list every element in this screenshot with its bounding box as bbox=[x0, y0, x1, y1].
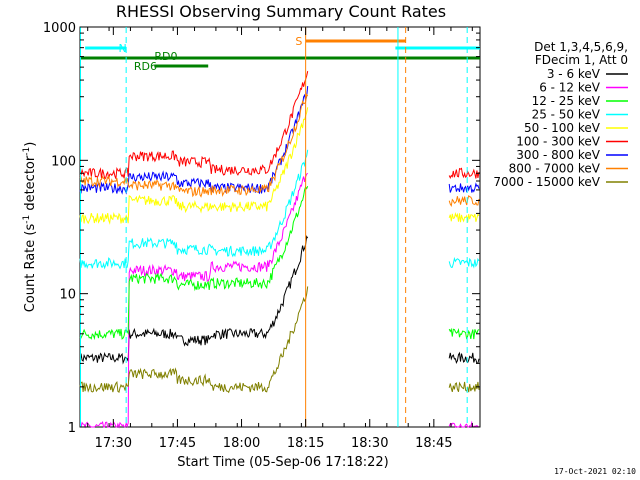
legend-label-0: 3 - 6 keV bbox=[547, 67, 601, 81]
legend-label-1: 6 - 12 keV bbox=[539, 81, 601, 95]
series-line-7 bbox=[79, 93, 309, 198]
legend-header-2: FDecim 1, Att 0 bbox=[535, 53, 628, 67]
timestamp: 17-Oct-2021 02:10 bbox=[554, 467, 636, 476]
chart-title: RHESSI Observing Summary Count Rates bbox=[116, 2, 446, 21]
series-line-6-late bbox=[448, 182, 480, 193]
y-tick-label-1: 10 bbox=[59, 288, 76, 303]
x-axis-label: Start Time (05-Sep-06 17:18:22) bbox=[177, 455, 388, 470]
legend-label-6: 300 - 800 keV bbox=[516, 148, 600, 162]
x-tick-label-4: 18:30 bbox=[351, 436, 388, 451]
series-line-0-late bbox=[448, 351, 480, 364]
x-tick-label-0: 17:30 bbox=[95, 436, 132, 451]
series-line-3-late bbox=[448, 256, 480, 269]
series-line-8 bbox=[79, 286, 309, 394]
legend-label-2: 12 - 25 keV bbox=[532, 94, 601, 108]
legend: Det 1,3,4,5,6,9, FDecim 1, Att 0 3 - 6 k… bbox=[493, 40, 628, 189]
flag-label-rd6: RD6 bbox=[134, 60, 157, 73]
series-line-5-late bbox=[448, 167, 480, 180]
x-tick-label-2: 18:00 bbox=[223, 436, 260, 451]
y-tick-label-3: 1000 bbox=[43, 21, 76, 36]
legend-label-5: 100 - 300 keV bbox=[516, 135, 600, 149]
x-tick-label-1: 17:45 bbox=[159, 436, 196, 451]
plot-frame bbox=[79, 26, 481, 428]
flag-label-rd0: RD0 bbox=[154, 50, 177, 63]
series-line-1 bbox=[80, 172, 309, 429]
x-tick-label-5: 18:45 bbox=[415, 436, 452, 451]
series-line-2-late bbox=[448, 327, 480, 340]
series-line-4 bbox=[79, 107, 309, 225]
axis-layer: 1 10 100 1000 17:30 17:45 18:00 18:15 18:30 18:45 bbox=[43, 21, 480, 451]
series-line-4-late bbox=[448, 211, 480, 223]
flag-label-n: N bbox=[118, 42, 126, 55]
series-line-2 bbox=[79, 185, 309, 341]
legend-label-4: 50 - 100 keV bbox=[524, 121, 601, 135]
legend-label-8: 7000 - 15000 keV bbox=[493, 175, 600, 189]
y-tick-label-0: 1 bbox=[68, 421, 76, 436]
y-axis-label: Count Rate (s-1 detector-1) bbox=[22, 142, 38, 313]
series-line-5 bbox=[79, 70, 309, 179]
series-line-7-late bbox=[448, 195, 480, 208]
y-tick-label-2: 100 bbox=[51, 154, 76, 169]
legend-label-3: 25 - 50 keV bbox=[532, 108, 601, 122]
legend-label-7: 800 - 7000 keV bbox=[509, 162, 601, 176]
x-tick-label-3: 18:15 bbox=[287, 436, 324, 451]
series-line-8-late bbox=[448, 381, 480, 393]
series-line-0 bbox=[79, 235, 309, 365]
legend-header-1: Det 1,3,4,5,6,9, bbox=[534, 40, 628, 54]
flag-label-s: S bbox=[295, 35, 302, 48]
series-line-3 bbox=[79, 149, 309, 270]
series-line-1-late bbox=[448, 420, 480, 428]
